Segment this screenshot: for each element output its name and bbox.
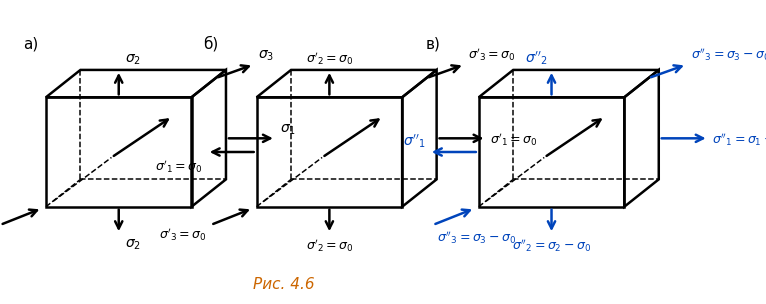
Text: $\sigma''_2=\sigma_2-\sigma_0$: $\sigma''_2=\sigma_2-\sigma_0$ xyxy=(512,237,591,254)
Text: $\sigma'_3=\sigma_0$: $\sigma'_3=\sigma_0$ xyxy=(469,46,516,63)
Text: $\sigma''_3=\sigma_3-\sigma_0$: $\sigma''_3=\sigma_3-\sigma_0$ xyxy=(437,230,516,246)
Text: а): а) xyxy=(23,37,38,52)
Text: $\sigma''_1=\sigma_1-\sigma_0$: $\sigma''_1=\sigma_1-\sigma_0$ xyxy=(712,132,766,148)
Text: $\sigma_3$: $\sigma_3$ xyxy=(257,49,274,63)
Text: б): б) xyxy=(203,36,218,52)
Text: $\sigma'_2=\sigma_0$: $\sigma'_2=\sigma_0$ xyxy=(306,50,353,67)
Text: $\sigma'_3=\sigma_0$: $\sigma'_3=\sigma_0$ xyxy=(159,226,207,243)
Text: $\sigma''_2$: $\sigma''_2$ xyxy=(525,49,548,67)
Text: $\sigma'_1=\sigma_0$: $\sigma'_1=\sigma_0$ xyxy=(155,158,203,175)
Text: в): в) xyxy=(425,37,440,52)
Text: $\sigma''_1$: $\sigma''_1$ xyxy=(403,133,425,150)
Text: $\sigma_1$: $\sigma_1$ xyxy=(280,123,296,137)
Text: $\sigma_2$: $\sigma_2$ xyxy=(125,53,141,67)
Text: $\sigma'_1=\sigma_0$: $\sigma'_1=\sigma_0$ xyxy=(490,132,538,148)
Text: $\sigma''_3=\sigma_3-\sigma_0$: $\sigma''_3=\sigma_3-\sigma_0$ xyxy=(691,46,766,63)
Text: $\sigma_2$: $\sigma_2$ xyxy=(125,237,141,251)
Text: Рис. 4.6: Рис. 4.6 xyxy=(253,277,314,292)
Text: $\sigma'_2=\sigma_0$: $\sigma'_2=\sigma_0$ xyxy=(306,237,353,254)
